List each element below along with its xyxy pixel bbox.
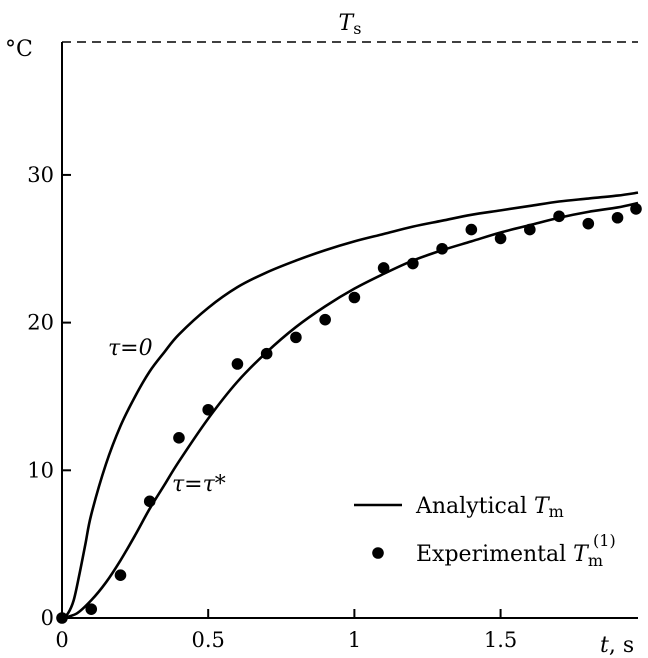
legend-item-experimental-sub: m bbox=[588, 551, 603, 570]
data-point bbox=[377, 262, 390, 274]
annotation-tau-star: τ=τ* bbox=[172, 472, 226, 497]
data-point bbox=[319, 313, 331, 326]
data-point bbox=[436, 242, 448, 255]
data-point bbox=[56, 612, 68, 624]
y-tick-label: 0 bbox=[41, 606, 54, 630]
x-tick-label: 1 bbox=[348, 628, 361, 652]
data-point bbox=[348, 291, 361, 304]
legend-item-analytical-var: T bbox=[534, 494, 551, 519]
reference-line-label-var: T bbox=[339, 11, 356, 36]
legend: Analytical Tm Experimental Tm(1) bbox=[354, 494, 616, 570]
x-axis-label: t, s bbox=[600, 633, 634, 658]
legend-item-analytical-sub: m bbox=[549, 502, 564, 521]
data-point bbox=[260, 347, 273, 360]
reference-line-label: Ts bbox=[339, 11, 362, 38]
data-point bbox=[407, 257, 419, 270]
data-point bbox=[524, 223, 536, 236]
legend-item-experimental-text: Experimental bbox=[416, 542, 573, 567]
y-ticks: 0 10 20 30 bbox=[27, 163, 71, 630]
experimental-points bbox=[56, 203, 642, 624]
legend-item-experimental: Experimental Tm(1) bbox=[416, 531, 616, 570]
data-point bbox=[202, 403, 214, 416]
data-point bbox=[630, 203, 642, 215]
x-tick-label: 0 bbox=[55, 628, 68, 652]
data-point bbox=[465, 223, 478, 236]
legend-item-analytical: Analytical Tm bbox=[415, 494, 564, 521]
data-point bbox=[114, 569, 127, 581]
data-point bbox=[582, 217, 595, 230]
x-axis-label-var: t bbox=[600, 633, 609, 658]
x-tick-label: 1.5 bbox=[484, 628, 517, 652]
legend-item-experimental-sup: (1) bbox=[593, 531, 616, 550]
data-point bbox=[231, 358, 244, 370]
x-axis-label-unit: , s bbox=[609, 633, 634, 658]
x-tick-label: 0.5 bbox=[191, 628, 224, 652]
data-point bbox=[173, 432, 185, 444]
data-point bbox=[494, 232, 507, 245]
y-axis-unit-label: °C bbox=[5, 37, 33, 62]
data-point bbox=[143, 495, 156, 508]
series-line-tau-0 bbox=[61, 191, 639, 620]
y-tick-label: 30 bbox=[27, 163, 54, 187]
data-point bbox=[611, 211, 624, 224]
x-ticks: 0 0.5 1 1.5 bbox=[55, 609, 517, 652]
legend-dot-symbol bbox=[372, 547, 384, 559]
y-tick-label: 20 bbox=[27, 311, 54, 335]
y-tick-label: 10 bbox=[27, 458, 54, 482]
reference-line-label-sub: s bbox=[353, 19, 361, 38]
annotation-tau-0: τ=0 bbox=[108, 336, 153, 361]
data-point bbox=[290, 331, 302, 344]
legend-item-experimental-var: T bbox=[573, 542, 590, 567]
data-point bbox=[553, 210, 565, 223]
legend-item-analytical-text: Analytical bbox=[415, 494, 534, 519]
data-point bbox=[85, 603, 98, 615]
